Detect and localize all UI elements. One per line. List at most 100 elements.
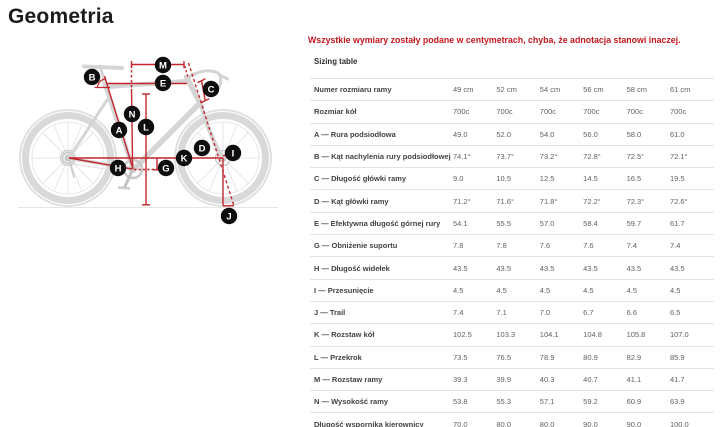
table-cell: 700c xyxy=(669,107,687,117)
table-cell: 43.5 xyxy=(496,263,511,273)
table-cell: 61.7 xyxy=(669,218,685,228)
units-note: Wszystkie wymiary zostały podane w centy… xyxy=(308,35,681,45)
table-cell: 40.3 xyxy=(539,375,555,384)
table-row: D — Kąt główki ramy 71.2° 71.6° 71.8° 72.2° 7… xyxy=(310,189,714,211)
table-cell: 56.0 xyxy=(583,129,598,139)
svg-text:H: H xyxy=(115,163,122,174)
table-cell: 43.5 xyxy=(583,263,598,273)
diagram-label-L: L xyxy=(137,118,155,136)
table-cell: 71.6° xyxy=(496,196,514,206)
table-cell: 52 cm xyxy=(496,85,517,95)
table-cell: 54.0 xyxy=(539,129,555,139)
table-cell: 80.9 xyxy=(583,352,598,362)
diagram-label-N: N xyxy=(123,105,141,123)
table-cell: 61 cm xyxy=(669,85,691,95)
table-cell: 4.5 xyxy=(669,285,681,295)
table-cell: 41.7 xyxy=(669,375,685,384)
table-cell: 76.5 xyxy=(496,352,511,362)
row-label: E — Efektywna długość górnej rury xyxy=(314,218,441,228)
table-cell: 43.5 xyxy=(669,263,685,273)
table-cell: 107.0 xyxy=(669,330,689,340)
row-label: C — Długość główki ramy xyxy=(314,174,407,184)
svg-text:I: I xyxy=(232,148,235,159)
table-row: C — Długość główki ramy 9.0 10.5 12.5 14.5 16… xyxy=(310,167,714,189)
table-cell: 54 cm xyxy=(539,85,561,95)
table-cell: 85.9 xyxy=(669,352,685,362)
table-cell: 57.1 xyxy=(539,397,555,407)
table-cell: 102.5 xyxy=(453,330,472,340)
row-label: D — Kąt główki ramy xyxy=(314,196,389,206)
table-cell: 72.2° xyxy=(583,196,601,206)
table-cell: 19.5 xyxy=(669,174,685,184)
table-cell: 72.8° xyxy=(583,152,601,162)
table-cell: 104.1 xyxy=(539,330,559,340)
table-cell: 12.5 xyxy=(539,174,555,184)
table-cell: 7.8 xyxy=(453,241,464,251)
table-row: A — Rura podsiodłowa 49.0 52.0 54.0 56.0 58.0… xyxy=(310,122,714,145)
svg-text:L: L xyxy=(143,122,149,133)
table-cell: 700c xyxy=(496,107,513,117)
table-cell: 72.5° xyxy=(626,152,645,162)
svg-text:J: J xyxy=(226,211,231,222)
table-cell: 39.9 xyxy=(496,375,511,384)
table-cell: 700c xyxy=(626,107,643,117)
table-cell: 57.0 xyxy=(539,218,555,228)
table-cell: 72.3° xyxy=(626,196,645,206)
table-cell: 7.6 xyxy=(583,241,594,251)
table-row: I — Przesunięcie 4.5 4.5 4.5 4.5 4.5 4.5 xyxy=(310,278,714,301)
svg-text:A: A xyxy=(116,125,123,136)
table-cell: 59.7 xyxy=(626,218,642,228)
table-row: Numer rozmiaru ramy 49 cm 52 cm 54 cm 56 cm 5… xyxy=(310,78,714,100)
table-row: N — Wysokość ramy 53.8 55.3 57.1 59.2 60.9 63.… xyxy=(310,390,714,412)
table-cell: 43.5 xyxy=(453,263,468,273)
table-cell: 80.0 xyxy=(496,419,511,427)
row-label: M — Rozstaw ramy xyxy=(314,375,383,384)
table-cell: 7.0 xyxy=(539,308,551,318)
table-cell: 39.3 xyxy=(453,375,468,384)
row-label: J — Trail xyxy=(314,308,346,318)
table-cell: 7.4 xyxy=(453,308,464,318)
table-cell: 16.5 xyxy=(626,174,642,184)
table-row: H — Długość widełek 43.5 43.5 43.5 43.5 43.5 4… xyxy=(310,256,714,278)
table-cell: 74.1° xyxy=(453,152,471,162)
diagram-label-G: G xyxy=(157,159,175,177)
table-row: J — Trail 7.4 7.1 7.0 6.7 6.6 6.5 xyxy=(310,300,714,323)
table-cell: 56 cm xyxy=(583,85,604,95)
table-cell: 58 cm xyxy=(626,85,647,95)
table-cell: 82.9 xyxy=(626,352,642,362)
table-cell: 700c xyxy=(583,107,600,117)
table-cell: 43.5 xyxy=(626,263,642,273)
table-cell: 55.3 xyxy=(496,397,511,407)
table-cell: 72.1° xyxy=(669,152,688,162)
table-row: B — Kąt nachylenia rury podsiodłowej 74.1… xyxy=(310,144,714,167)
table-cell: 104.8 xyxy=(583,330,602,340)
table-cell: 7.1 xyxy=(496,308,507,318)
row-label: Numer rozmiaru ramy xyxy=(314,85,392,95)
table-cell: 4.5 xyxy=(496,285,507,295)
diagram-label-A: A xyxy=(110,121,128,139)
table-row: G — Obniżenie suportu 7.8 7.8 7.6 7.6 7.4 7.4 xyxy=(310,234,714,256)
diagram-badges: A B C D E G H I J K L M N xyxy=(83,56,242,225)
diagram-label-I: I xyxy=(224,144,242,162)
table-row: K — Rozstaw kół 102.5 103.3 104.1 104.8 105.8… xyxy=(310,323,714,345)
diagram-label-J: J xyxy=(220,207,238,225)
table-cell: 100.0 xyxy=(669,419,689,427)
table-cell: 10.5 xyxy=(496,174,511,184)
table-cell: 7.4 xyxy=(669,241,681,251)
table-cell: 54.1 xyxy=(453,218,468,228)
table-cell: 6.5 xyxy=(669,308,681,318)
table-cell: 6.7 xyxy=(583,308,594,318)
table-cell: 55.5 xyxy=(496,218,511,228)
table-row: Rozmiar kół 700c 700c 700c 700c 700c 700c xyxy=(310,100,714,122)
table-cell: 70.0 xyxy=(453,419,468,427)
table-cell: 41.1 xyxy=(626,375,642,384)
row-label: K — Rozstaw kół xyxy=(314,330,375,340)
table-cell: 49 cm xyxy=(453,85,474,95)
table-cell: 73.5 xyxy=(453,352,468,362)
table-cell: 14.5 xyxy=(583,174,598,184)
table-cell: 73.7° xyxy=(496,152,514,162)
table-cell: 60.9 xyxy=(626,397,642,407)
table-cell: 4.5 xyxy=(626,285,637,295)
table-cell: 103.3 xyxy=(496,330,516,340)
